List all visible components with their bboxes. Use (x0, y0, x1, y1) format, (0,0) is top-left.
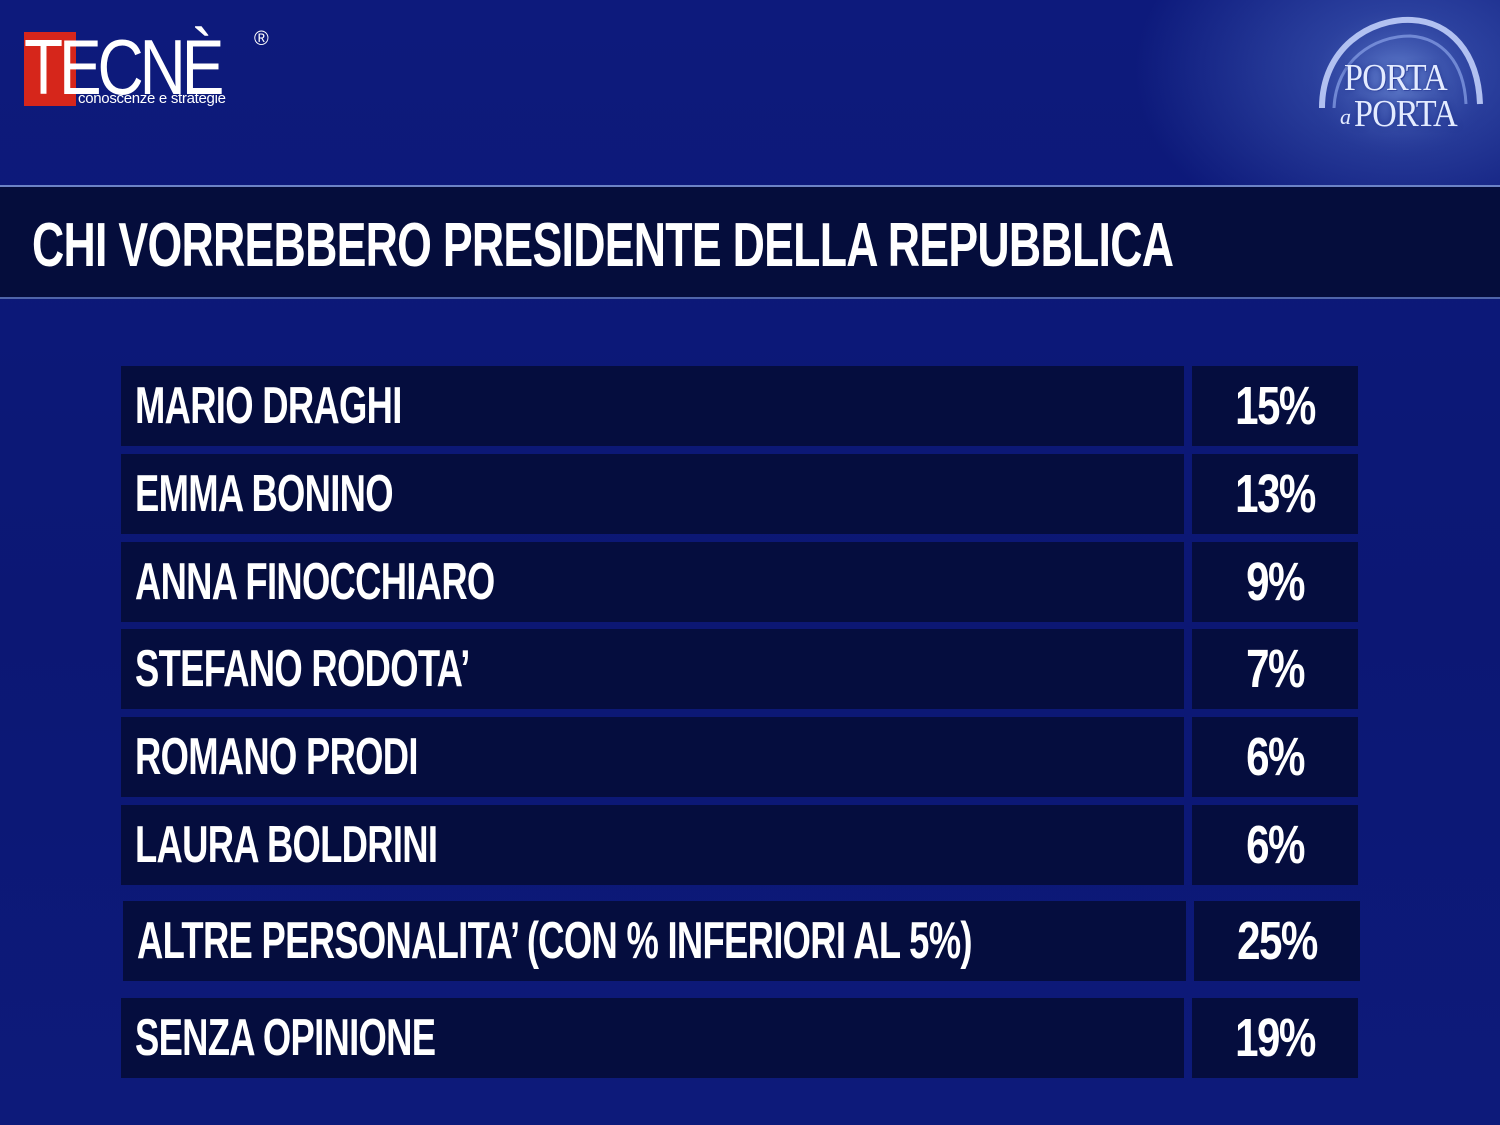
tecne-registered-mark: ® (254, 28, 269, 50)
row-label-cell: ROMANO PRODI (121, 717, 1184, 797)
row-value: 9% (1246, 552, 1305, 612)
row-label-cell: ANNA FINOCCHIARO (121, 542, 1184, 622)
table-row: ALTRE PERSONALITA’ (CON % INFERIORI AL 5… (123, 901, 1360, 981)
row-label: SENZA OPINIONE (135, 1009, 436, 1067)
porta-a-porta-top-word: PORTA (1344, 57, 1448, 99)
table-row: MARIO DRAGHI 15% (121, 366, 1358, 446)
row-label-cell: MARIO DRAGHI (121, 366, 1184, 446)
row-value: 6% (1246, 727, 1305, 787)
row-label: STEFANO RODOTA’ (135, 640, 470, 698)
table-row: SENZA OPINIONE 19% (121, 998, 1358, 1078)
chart-title: CHI VORREBBERO PRESIDENTE DELLA REPUBBLI… (32, 211, 1174, 280)
row-value: 19% (1235, 1008, 1316, 1068)
row-value: 15% (1235, 376, 1316, 436)
row-label-cell: ALTRE PERSONALITA’ (CON % INFERIORI AL 5… (123, 901, 1186, 981)
row-label: ALTRE PERSONALITA’ (CON % INFERIORI AL 5… (137, 912, 973, 970)
tecne-tagline: conoscenze e strategie (78, 90, 226, 107)
row-label: EMMA BONINO (135, 465, 394, 523)
table-row: ANNA FINOCCHIARO 9% (121, 542, 1358, 622)
row-label: ANNA FINOCCHIARO (135, 553, 495, 611)
row-value-cell: 9% (1192, 542, 1358, 622)
row-value: 7% (1246, 639, 1305, 699)
row-value: 6% (1246, 815, 1305, 875)
table-row: ROMANO PRODI 6% (121, 717, 1358, 797)
row-value-cell: 15% (1192, 366, 1358, 446)
row-value: 25% (1237, 911, 1318, 971)
row-value-cell: 25% (1194, 901, 1360, 981)
row-value-cell: 13% (1192, 454, 1358, 534)
row-label: ROMANO PRODI (135, 728, 418, 786)
porta-a-porta-arch-icon (1306, 10, 1490, 166)
table-row: STEFANO RODOTA’ 7% (121, 629, 1358, 709)
row-label-cell: LAURA BOLDRINI (121, 805, 1184, 885)
porta-a-porta-bottom-word: PORTA (1354, 93, 1458, 135)
row-value-cell: 6% (1192, 805, 1358, 885)
porta-a-porta-logo: PORTA a PORTA (1300, 8, 1490, 168)
row-value-cell: 6% (1192, 717, 1358, 797)
row-value: 13% (1235, 464, 1316, 524)
porta-a-porta-a: a (1340, 104, 1351, 129)
tecne-logo-red-block (24, 32, 76, 106)
table-row: EMMA BONINO 13% (121, 454, 1358, 534)
row-label-cell: SENZA OPINIONE (121, 998, 1184, 1078)
row-value-cell: 7% (1192, 629, 1358, 709)
tecne-logo: TECNÈ ® conoscenze e strategie (24, 23, 284, 118)
title-band: CHI VORREBBERO PRESIDENTE DELLA REPUBBLI… (0, 185, 1500, 299)
row-label: LAURA BOLDRINI (135, 816, 438, 874)
tecne-logo-word: TECNÈ (24, 23, 224, 111)
table-row: LAURA BOLDRINI 6% (121, 805, 1358, 885)
row-label: MARIO DRAGHI (135, 377, 402, 435)
row-label-cell: EMMA BONINO (121, 454, 1184, 534)
row-label-cell: STEFANO RODOTA’ (121, 629, 1184, 709)
row-value-cell: 19% (1192, 998, 1358, 1078)
